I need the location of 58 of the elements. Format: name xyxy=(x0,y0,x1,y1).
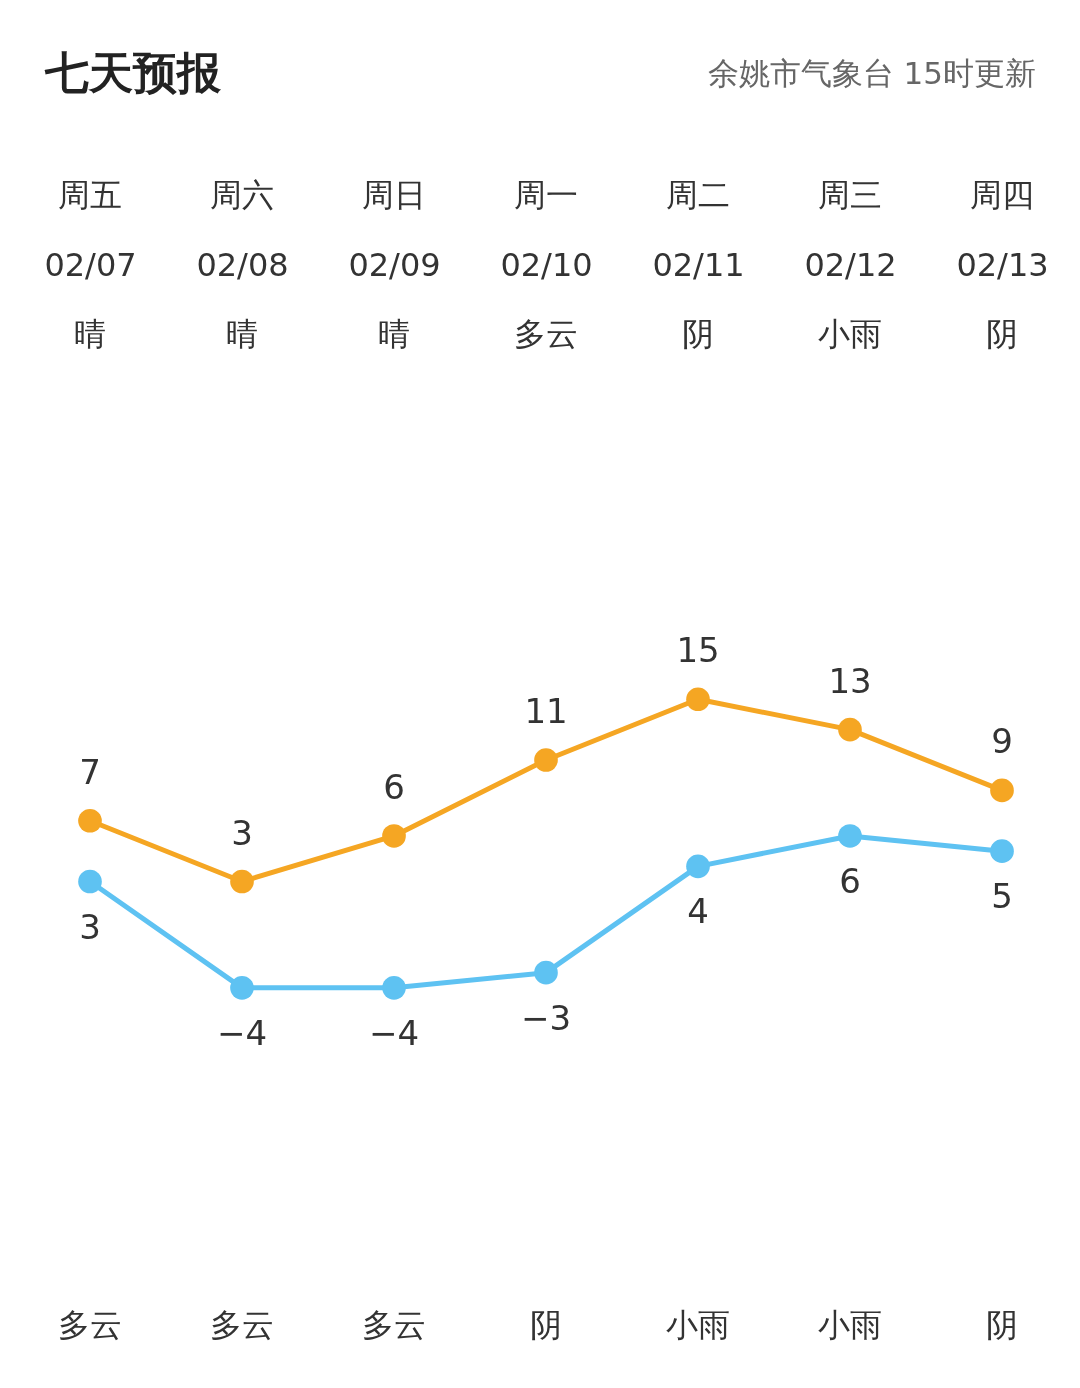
text: 多云 xyxy=(362,1306,426,1344)
point xyxy=(990,839,1014,863)
data-label: −3 xyxy=(520,997,572,1038)
point xyxy=(534,748,558,772)
text: 周二 xyxy=(666,176,730,214)
text: 阴 xyxy=(986,1306,1018,1344)
chart-subtitle: 余姚市气象台 15时更新 xyxy=(707,55,1036,91)
point xyxy=(686,854,710,879)
x-tick-label: 02/11 xyxy=(652,245,745,284)
data-label: 3 xyxy=(79,906,101,947)
data-label: 7 xyxy=(79,751,101,792)
text: 小雨 xyxy=(666,1306,730,1344)
x-tick-label: 02/07 xyxy=(44,245,137,284)
data-label: −4 xyxy=(216,1012,268,1053)
text: 晴 xyxy=(74,315,106,353)
chart-title: 七天预报 xyxy=(44,47,222,98)
text: 周六 xyxy=(210,176,274,214)
text: 周一 xyxy=(514,176,578,214)
data-label: −4 xyxy=(368,1012,420,1053)
x-tick-label: 02/09 xyxy=(348,245,441,284)
point xyxy=(78,869,102,894)
data-label: 6 xyxy=(839,860,861,901)
point xyxy=(534,960,558,985)
point xyxy=(382,824,406,848)
text: 小雨 xyxy=(818,1306,882,1344)
point xyxy=(990,778,1014,803)
text: 阴 xyxy=(530,1306,562,1344)
data-label: 3 xyxy=(231,812,253,853)
text: 周四 xyxy=(970,176,1034,214)
data-label: 4 xyxy=(687,891,709,932)
text: 阴 xyxy=(682,315,714,353)
data-label: 5 xyxy=(991,876,1013,917)
data-label: 13 xyxy=(828,660,872,701)
text: 阴 xyxy=(986,315,1018,353)
x-tick-label: 02/08 xyxy=(196,245,289,284)
data-label: 6 xyxy=(383,766,405,807)
point xyxy=(838,717,862,742)
text: 周五 xyxy=(58,176,122,214)
data-label: 11 xyxy=(524,691,568,732)
text: 多云 xyxy=(210,1306,274,1344)
x-tick-label: 02/13 xyxy=(956,245,1049,284)
x-tick-label: 02/12 xyxy=(804,245,897,284)
point xyxy=(230,976,254,1000)
data-label: 15 xyxy=(676,630,720,671)
data-label: 9 xyxy=(991,721,1013,762)
point xyxy=(838,824,862,848)
text: 周三 xyxy=(818,176,882,214)
text: 多云 xyxy=(514,315,578,353)
text: 晴 xyxy=(378,315,410,353)
point xyxy=(78,808,102,833)
point xyxy=(230,869,254,894)
point xyxy=(686,687,710,712)
text: 周日 xyxy=(362,176,426,214)
point xyxy=(382,976,406,1000)
text: 小雨 xyxy=(818,315,882,353)
text: 晴 xyxy=(226,315,258,353)
x-tick-label: 02/10 xyxy=(500,245,593,284)
text: 多云 xyxy=(58,1306,122,1344)
